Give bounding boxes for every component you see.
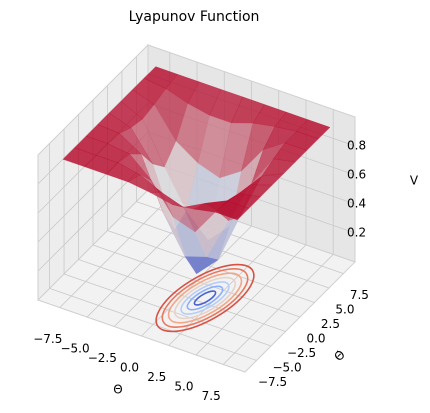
y-tick-label: 7.5: [350, 288, 369, 302]
contour: [161, 268, 249, 328]
contour: [186, 285, 224, 311]
grid-line: [49, 288, 257, 361]
grid-line: [107, 230, 315, 303]
contours: [155, 263, 255, 333]
y-tick-label: −5.0: [272, 360, 301, 374]
x-tick-label: 7.5: [202, 389, 221, 403]
x-tick-label: 2.5: [147, 370, 166, 384]
x-axis-label: Θ: [113, 383, 122, 397]
y-tick-label: −2.5: [287, 346, 316, 360]
contour: [174, 276, 236, 320]
y-tick-label: 0.0: [306, 332, 325, 346]
chart-title: Lyapunov Function: [129, 9, 260, 25]
z-tick-label: 0.2: [347, 226, 366, 240]
y-axis-label: Θ̇: [331, 347, 348, 364]
z-tick-label: 0.4: [347, 197, 366, 211]
contour: [180, 281, 230, 315]
x-tick-label: 5.0: [174, 379, 193, 393]
grid-line: [63, 273, 272, 347]
contour: [155, 263, 255, 333]
x-tick-label: −7.5: [33, 332, 62, 346]
z-tick-label: 0.8: [347, 139, 366, 153]
surface: [62, 66, 331, 275]
z-axis-label: V: [410, 174, 419, 188]
x-tick-label: −2.5: [88, 351, 117, 365]
x-tick-label: 0.0: [120, 361, 139, 375]
y-tick-label: 5.0: [335, 303, 354, 317]
y-tick-label: 2.5: [321, 317, 340, 331]
grid-line: [121, 215, 330, 289]
z-tick-label: 0.6: [347, 168, 366, 182]
contour: [193, 290, 217, 306]
contour: [167, 272, 243, 324]
x-tick-label: −5.0: [60, 342, 89, 356]
surface-patch: [215, 200, 250, 221]
y-tick-label: −7.5: [258, 375, 287, 389]
